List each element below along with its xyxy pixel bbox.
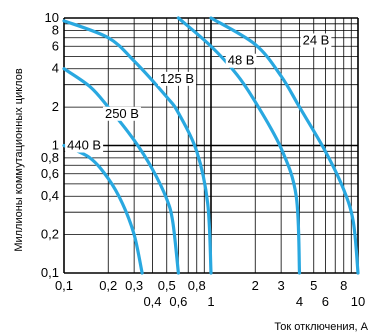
x-tick-label: 6 (322, 294, 329, 309)
y-tick-label: 0,2 (41, 227, 59, 242)
x-tick-label: 5 (310, 278, 317, 293)
x-tick-label: 4 (296, 294, 303, 309)
x-tick-label: 0,3 (125, 278, 143, 293)
series-label-bg (225, 53, 257, 68)
x-tick-label: 10 (351, 294, 365, 309)
x-tick-label: 0,1 (55, 278, 73, 293)
series-layer (62, 16, 360, 275)
y-tick-label: 0,6 (41, 166, 59, 181)
series-label-0: 24 В (303, 32, 330, 47)
y-tick-label: 0,8 (41, 150, 59, 165)
y-tick-label: 10 (45, 10, 59, 25)
y-tick-label: 4 (52, 61, 59, 76)
series-line-1 (176, 16, 302, 275)
y-tick-label: 6 (52, 38, 59, 53)
x-tick-label: 8 (340, 278, 347, 293)
series-line-4 (62, 143, 144, 275)
y-axis-title: Миллионы коммутационных циклов (13, 68, 25, 251)
series-label-bg (65, 138, 104, 153)
x-tick-label: 0,4 (143, 294, 161, 309)
series-label-2: 125 В (160, 71, 194, 86)
series-label-layer: 24 В 48 В 125 В 250 В 440 В (65, 32, 332, 153)
y-tick-label: 0,1 (41, 265, 59, 280)
x-tick-label: 0,5 (158, 278, 176, 293)
y-tick-label: 1 (52, 138, 59, 153)
x-tick-label: 0,8 (188, 278, 206, 293)
series-label-bg (102, 106, 141, 121)
series-label-3: 250 В (105, 106, 139, 121)
x-axis-title: Ток отключения, А (274, 321, 368, 333)
x-tick-label: 2 (252, 278, 259, 293)
series-line-0 (209, 16, 360, 275)
x-tick-label: 1 (207, 294, 214, 309)
x-tick-label: 3 (278, 278, 285, 293)
y-tick-label: 0,4 (41, 188, 59, 203)
series-label-bg (300, 33, 332, 48)
x-tick-label: 0,2 (99, 278, 117, 293)
series-label-4: 440 В (67, 138, 101, 153)
x-tick-label: 0,6 (169, 294, 187, 309)
series-label-bg (158, 71, 197, 86)
y-tick-label: 2 (52, 99, 59, 114)
grid-layer (63, 17, 359, 274)
series-label-1: 48 В (228, 53, 255, 68)
series-line-2 (62, 19, 213, 275)
series-line-3 (62, 67, 180, 275)
y-tick-label: 8 (52, 22, 59, 37)
